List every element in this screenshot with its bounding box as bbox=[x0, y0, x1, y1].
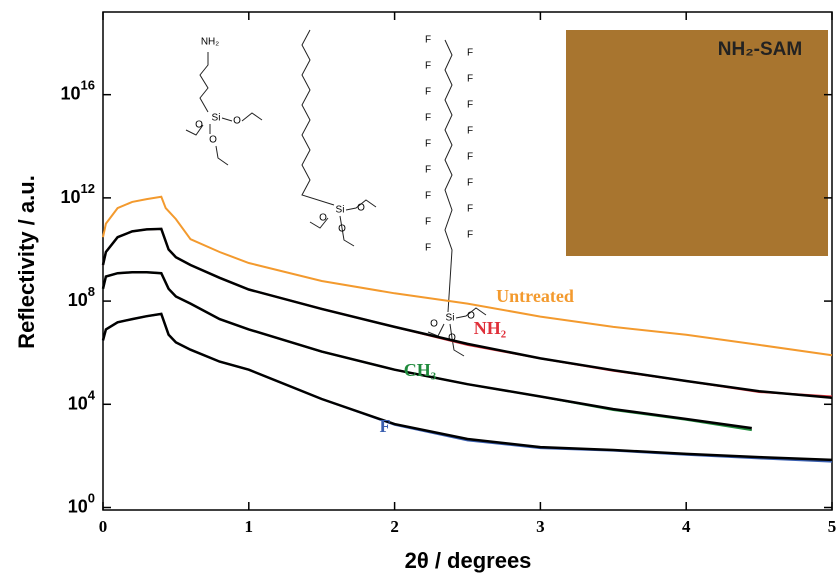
x-tick-label: 5 bbox=[828, 517, 837, 536]
atom-label: F bbox=[425, 87, 431, 98]
molecule-bonds bbox=[185, 29, 487, 357]
atom-label: F bbox=[425, 243, 431, 254]
atom-label: Si bbox=[212, 113, 221, 124]
x-tick-label: 3 bbox=[536, 517, 545, 536]
atom-label: O bbox=[195, 120, 203, 131]
series-label: Untreated bbox=[496, 286, 574, 306]
atom-label: F bbox=[425, 191, 431, 202]
series-line bbox=[101, 227, 833, 399]
atom-label: O bbox=[209, 135, 217, 146]
x-axis-label: 2θ / degrees bbox=[405, 548, 532, 573]
y-axis-label: Reflectivity / a.u. bbox=[14, 175, 39, 349]
x-tick-label: 4 bbox=[682, 517, 691, 536]
atom-label: F bbox=[467, 152, 473, 163]
atom-label: F bbox=[425, 61, 431, 72]
atom-label: F bbox=[467, 100, 473, 111]
atom-label: F bbox=[467, 74, 473, 85]
atom-label: O bbox=[319, 213, 327, 224]
y-tick-label: 104 bbox=[68, 388, 96, 413]
series-label: CH₃ bbox=[404, 360, 437, 380]
y-tick-label: 1012 bbox=[61, 181, 96, 206]
inset-label: NH₂-SAM bbox=[718, 39, 802, 60]
x-tick-label: 1 bbox=[245, 517, 254, 536]
series-line bbox=[102, 195, 833, 357]
atom-label: F bbox=[425, 217, 431, 228]
atom-label: Si bbox=[336, 205, 345, 216]
series-line bbox=[102, 271, 752, 432]
atom-label: F bbox=[425, 35, 431, 46]
x-tick-label: 0 bbox=[99, 517, 108, 536]
y-tick-label: 1016 bbox=[61, 78, 96, 103]
atom-label: O bbox=[233, 116, 241, 127]
atom-label: O bbox=[467, 311, 475, 322]
atom-label: O bbox=[430, 319, 438, 330]
atom-label: F bbox=[425, 139, 431, 150]
atom-label: O bbox=[338, 224, 346, 235]
x-tick-label: 2 bbox=[390, 517, 399, 536]
inset-image bbox=[566, 30, 828, 256]
atom-label: F bbox=[467, 178, 473, 189]
atom-label: O bbox=[357, 203, 365, 214]
atom-label: F bbox=[425, 113, 431, 124]
series-line bbox=[101, 312, 833, 462]
atom-label: F bbox=[467, 48, 473, 59]
atom-label: Si bbox=[446, 313, 455, 324]
series-label: F bbox=[380, 416, 391, 436]
y-tick-label: 108 bbox=[68, 285, 95, 310]
atom-label: O bbox=[448, 333, 456, 344]
atom-label: F bbox=[467, 126, 473, 137]
atom-label: F bbox=[425, 165, 431, 176]
y-tick-label: 100 bbox=[68, 491, 95, 516]
atom-label: F bbox=[467, 204, 473, 215]
series-label: NH₂ bbox=[474, 318, 506, 338]
atom-label: NH₂ bbox=[201, 37, 219, 48]
series-line bbox=[101, 271, 752, 430]
atom-label: F bbox=[467, 230, 473, 241]
